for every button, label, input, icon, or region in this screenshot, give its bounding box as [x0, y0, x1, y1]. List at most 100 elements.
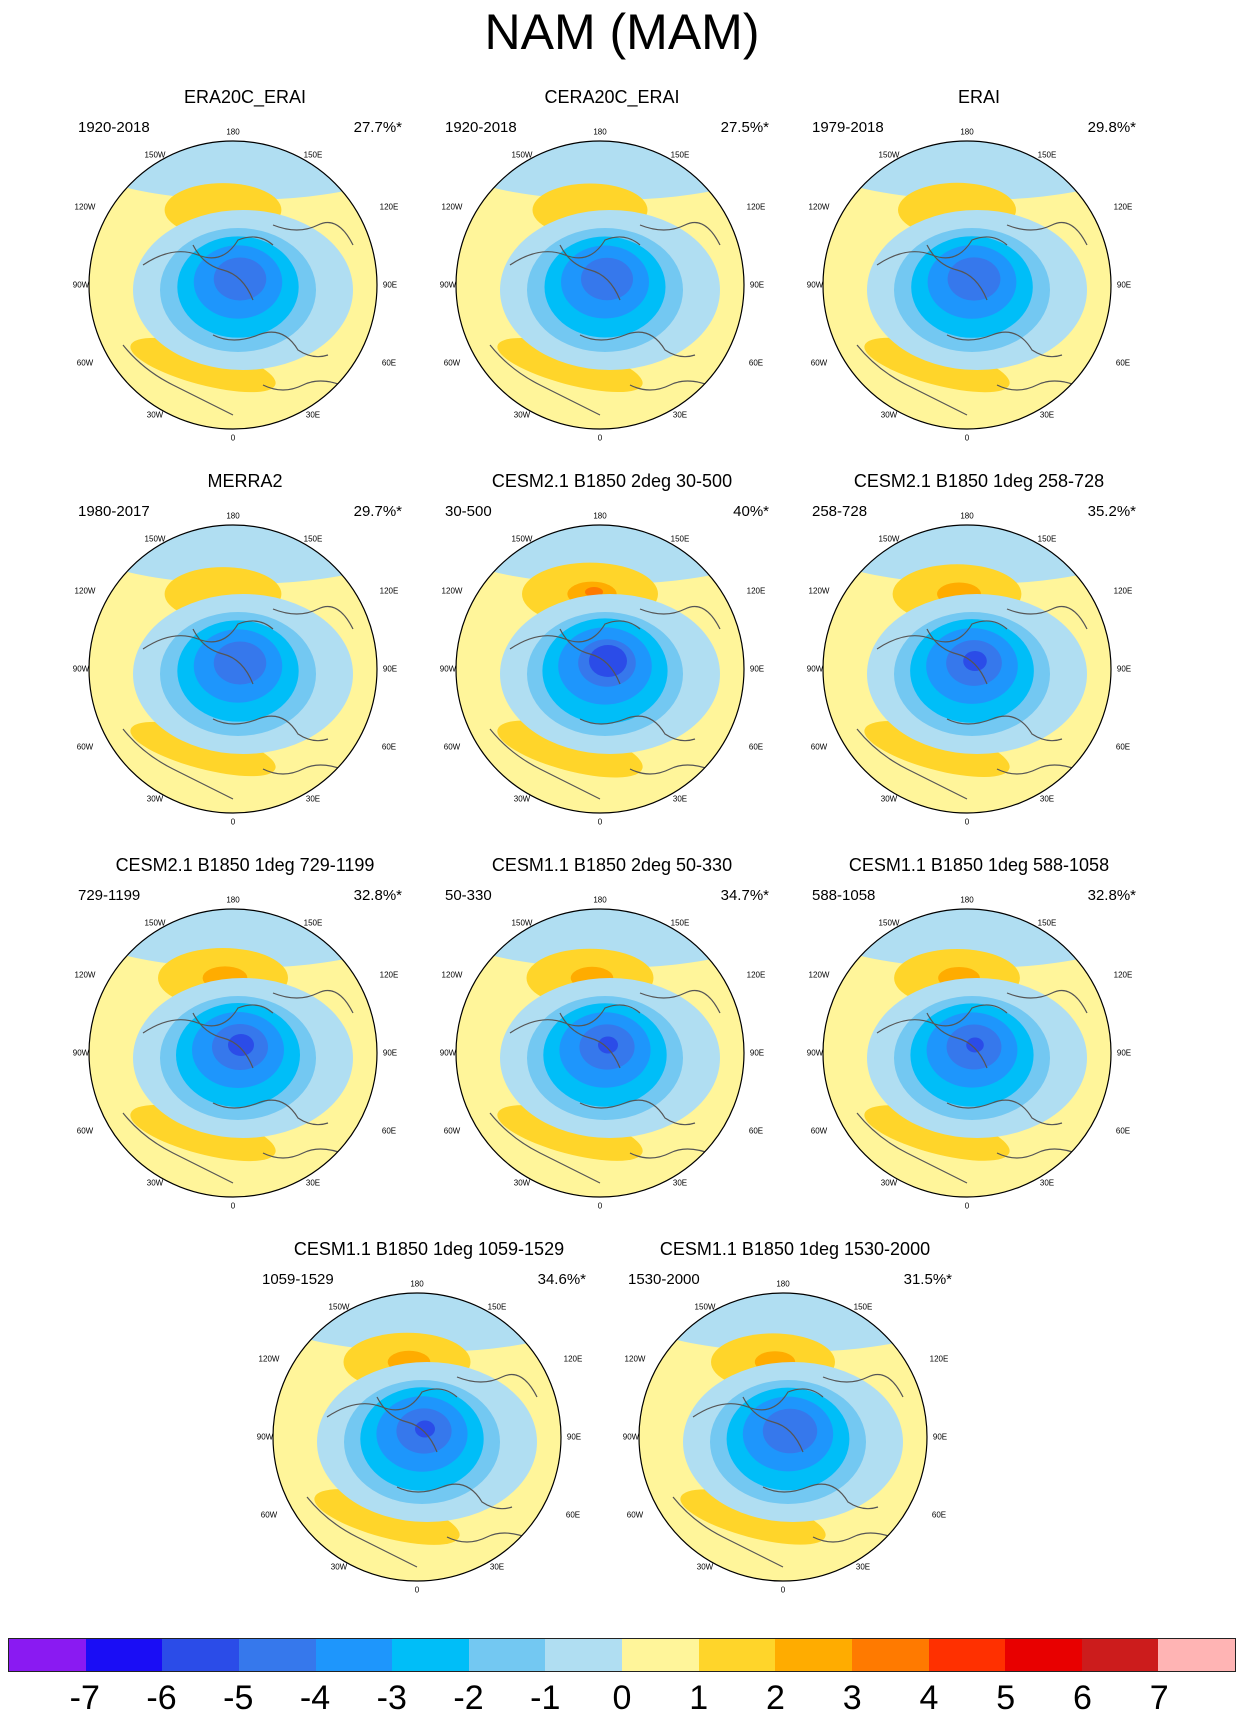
colorbar-swatch [698, 1639, 776, 1671]
map-panel: CESM1.1 B1850 1deg 1530-2000 1530-2000 31.… [610, 1238, 980, 1608]
coastline [396, 1483, 513, 1510]
coastline [812, 1532, 904, 1543]
longitude-label: 90E [749, 280, 765, 290]
longitude-label: 60W [76, 1126, 94, 1136]
map-boundary [455, 908, 745, 1198]
coastline [306, 1496, 418, 1568]
colorbar-tick-label: 2 [766, 1679, 785, 1717]
coastline [559, 628, 621, 685]
colorbar-swatch [1081, 1639, 1159, 1671]
longitude-label: 120W [808, 970, 830, 980]
longitude-label: 60E [381, 358, 397, 368]
panel-period: 1920-2018 [78, 119, 150, 136]
map-boundary [455, 140, 745, 430]
longitude-label: 150E [303, 150, 323, 160]
polar-map: 180 0 150W 150E 120W 120E 90W 90E 60W 60E 30W 30E [60, 498, 430, 840]
longitude-label: 150W [144, 918, 166, 928]
longitude-label: 150E [487, 1302, 507, 1312]
map-panel: MERRA2 1980-2017 29.7%* 180 0 150W 150E 120W 120… [60, 470, 430, 840]
coastline [489, 728, 601, 800]
coastline [142, 236, 274, 266]
longitude-label: 120E [1113, 586, 1133, 596]
longitude-label: 120W [441, 202, 463, 212]
longitude-label: 120W [441, 586, 463, 596]
longitude-label: 60W [443, 358, 461, 368]
panel-period: 1530-2000 [628, 1271, 700, 1288]
longitude-label: 90E [932, 1432, 948, 1442]
longitude-label: 120E [379, 970, 399, 980]
longitude-label: 150E [1037, 918, 1057, 928]
map-boundary [638, 1292, 928, 1582]
colorbar-tick-label: 0 [612, 1679, 632, 1717]
coastline [142, 1004, 274, 1034]
coastline [856, 1112, 968, 1184]
panel-variance: 34.6%* [537, 1271, 586, 1288]
coastline [996, 380, 1088, 391]
longitude-label: 0 [230, 1201, 236, 1211]
colorbar-swatch [392, 1639, 469, 1671]
longitude-label: 30W [880, 410, 898, 420]
panel-title: MERRA2 [207, 471, 283, 491]
longitude-label: 180 [226, 895, 240, 905]
coastline [376, 1396, 438, 1453]
colorbar-swatch [775, 1639, 852, 1671]
longitude-label: 0 [780, 1585, 786, 1595]
longitude-label: 90W [256, 1432, 274, 1442]
longitude-label: 90W [439, 1048, 457, 1058]
figure-title: NAM (MAM) [484, 4, 760, 60]
atlantic-positive-lobe [864, 337, 1010, 393]
coastline [122, 344, 234, 416]
coastline [639, 221, 721, 246]
colorbar-tick-label: -3 [376, 1679, 407, 1717]
longitude-label: 30W [880, 794, 898, 804]
map-boundary [455, 524, 745, 814]
longitude-label: 30W [330, 1562, 348, 1572]
coastline [876, 1004, 1008, 1034]
longitude-label: 90E [566, 1432, 582, 1442]
longitude-label: 180 [776, 1279, 790, 1289]
longitude-label: 30W [513, 1178, 531, 1188]
colorbar-swatch [545, 1639, 622, 1671]
longitude-label: 120W [441, 970, 463, 980]
polar-map-svg [88, 524, 378, 814]
longitude-label: 120W [74, 586, 96, 596]
longitude-label: 60E [1115, 742, 1131, 752]
longitude-label: 30E [305, 794, 321, 804]
longitude-label: 60E [748, 742, 764, 752]
coastline [579, 331, 696, 358]
longitude-label: 120W [74, 202, 96, 212]
longitude-label: 120E [746, 202, 766, 212]
atlantic-positive-lobe [130, 337, 276, 393]
polar-map-svg [822, 908, 1112, 1198]
map-panel: CESM2.1 B1850 1deg 729-1199 729-1199 32.8%… [60, 854, 430, 1224]
panel-period: 1920-2018 [445, 119, 517, 136]
panel-period: 258-728 [812, 503, 868, 520]
longitude-label: 30E [1039, 1178, 1055, 1188]
longitude-label: 60E [1115, 1126, 1131, 1136]
longitude-label: 30E [672, 1178, 688, 1188]
polar-map: 180 0 150W 150E 120W 120E 90W 90E 60W 60E 30W 30E [244, 1266, 614, 1608]
longitude-label: 0 [597, 1201, 603, 1211]
coastline [559, 1012, 621, 1069]
coastline [509, 236, 641, 266]
map-boundary [822, 908, 1112, 1198]
panel-title: CESM2.1 B1850 1deg 258-728 [853, 471, 1105, 491]
atlantic-positive-lobe [497, 337, 643, 393]
longitude-label: 90E [382, 1048, 398, 1058]
colorbar-tick-label: -1 [530, 1679, 561, 1717]
longitude-label: 30E [855, 1562, 871, 1572]
polar-map-svg [88, 140, 378, 430]
colorbar-tick-label: 7 [1149, 1679, 1169, 1717]
map-boundary [88, 908, 378, 1198]
longitude-label: 30E [305, 1178, 321, 1188]
polar-map: 180 0 150W 150E 120W 120E 90W 90E 60W 60E 30W 30E [427, 882, 797, 1224]
coastline [212, 1099, 329, 1126]
longitude-label: 150W [694, 1302, 716, 1312]
polar-map: 180 0 150W 150E 120W 120E 90W 90E 60W 60E 30W 30E [610, 1266, 980, 1608]
coastline [262, 764, 354, 775]
coastline [489, 344, 601, 416]
longitude-label: 180 [960, 895, 974, 905]
panel-title: CESM1.1 B1850 1deg 1530-2000 [659, 1239, 931, 1259]
polar-map: 180 0 150W 150E 120W 120E 90W 90E 60W 60E 30W 30E [60, 882, 430, 1224]
panel-period: 30-500 [445, 503, 492, 520]
